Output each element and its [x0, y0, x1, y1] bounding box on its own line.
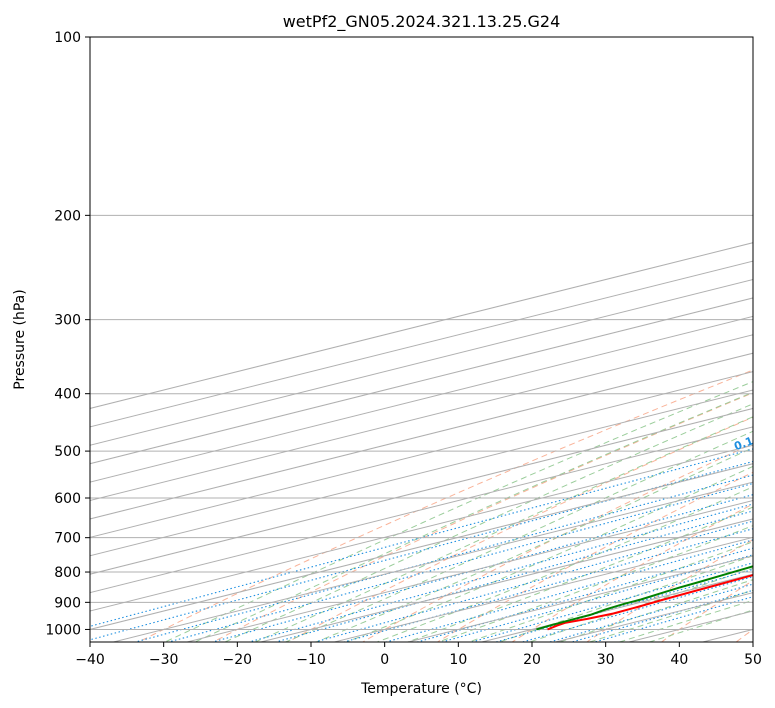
y-tick-label: 400: [54, 387, 81, 403]
moist-adiabat-line: [223, 403, 753, 642]
moist-adiabat-line: [253, 416, 753, 642]
moist-adiabat-line: [193, 391, 753, 642]
plot-frame: [89, 36, 754, 643]
y-tick-label: 900: [54, 595, 81, 611]
mixing-ratio-line: [166, 482, 753, 642]
sounding-series: [536, 565, 753, 631]
dry-adiabat-line: [660, 579, 753, 642]
moist-adiabat-line: [284, 430, 753, 642]
isotherm-line: [332, 536, 753, 642]
y-tick-label: 200: [54, 208, 81, 224]
moist-adiabat-line: [436, 525, 753, 642]
mixing-ratio-lines: [90, 448, 753, 642]
x-tick-label: 50: [744, 652, 762, 668]
isotherm-line: [90, 426, 753, 594]
dry-adiabat-line: [585, 539, 753, 642]
mixing-ratio-line: [469, 562, 753, 642]
y-tick-label: 600: [54, 491, 81, 507]
isotherm-line: [90, 334, 753, 502]
isotherm-line: [553, 592, 753, 642]
x-tick-label: −40: [75, 652, 105, 668]
moist-adiabat-line: [314, 447, 753, 642]
isotherm-line: [258, 518, 753, 642]
isotherm-line: [90, 297, 753, 465]
mixing-ratio-line: [415, 547, 753, 642]
dry-adiabat-line: [436, 471, 753, 642]
isotherm-line: [90, 407, 753, 575]
isotherm-line: [90, 389, 753, 557]
temperature-line: [547, 574, 753, 631]
mixing-ratio-line: [384, 539, 753, 642]
dry-adiabat-line: [286, 416, 753, 642]
dry-adiabat-line: [212, 392, 753, 642]
chart-title: wetPf2_GN05.2024.321.13.25.G24: [283, 12, 561, 32]
isotherm-line: [90, 371, 753, 538]
mixing-ratio-line: [133, 474, 753, 642]
x-axis-ticks: −40 −30 −20 −10 0 10 20 30 40 50: [75, 642, 762, 668]
mixing-ratio-line: [570, 589, 753, 642]
y-tick-label: 500: [54, 444, 81, 460]
dry-adiabat-line: [361, 443, 753, 642]
moist-adiabat-line: [163, 381, 753, 642]
dry-adiabat-line: [735, 628, 753, 642]
y-tick-label: 700: [54, 531, 81, 547]
moist-adiabat-line: [345, 465, 753, 642]
isotherm-line: [90, 242, 753, 409]
x-tick-label: 40: [670, 652, 688, 668]
isotherm-line: [700, 628, 753, 642]
moist-adiabat-line: [406, 506, 753, 642]
isotherm-line: [111, 481, 753, 642]
moist-adiabat-line: [467, 541, 753, 642]
x-tick-label: −30: [149, 652, 179, 668]
moist-adiabat-line: [527, 567, 753, 642]
dry-adiabats: [137, 369, 753, 642]
x-tick-label: 10: [449, 652, 467, 668]
mixing-ratio-line: [494, 568, 753, 642]
x-tick-label: 30: [597, 652, 615, 668]
isotherm-line: [90, 260, 753, 428]
y-axis-label: Pressure (hPa): [12, 289, 28, 389]
isotherm-line: [90, 352, 753, 520]
mixing-ratio-line: [520, 576, 753, 642]
mixing-ratio-label: 0.1: [732, 434, 755, 453]
isotherm-line: [185, 500, 753, 642]
moist-adiabat-line: [557, 579, 753, 642]
y-tick-label: 100: [54, 30, 81, 46]
isotherm-line: [90, 315, 753, 483]
moist-adiabat-line: [497, 555, 753, 642]
mixing-ratio-line: [90, 448, 753, 627]
x-tick-label: −10: [296, 652, 326, 668]
mixing-ratio-line: [210, 494, 753, 642]
pressure-gridlines: [90, 37, 753, 630]
y-axis-ticks: 100 200 300 400 500 600 700 800 900 1000: [45, 30, 90, 638]
isotherm-lines: [90, 242, 753, 642]
mixing-ratio-line: [547, 583, 753, 642]
x-tick-label: −20: [223, 652, 253, 668]
isotherm-line: [90, 463, 753, 630]
y-tick-label: 1000: [45, 622, 81, 638]
mixing-ratio-labels: 0.10.20.40.611.52346810131620253036: [732, 434, 755, 453]
y-tick-label: 300: [54, 313, 81, 329]
moist-adiabat-line: [587, 589, 753, 642]
dry-adiabat-line: [511, 503, 753, 642]
mixing-ratio-line: [273, 510, 753, 642]
x-tick-label: 20: [523, 652, 541, 668]
x-tick-label: 0: [380, 652, 389, 668]
x-axis-label: Temperature (°C): [360, 681, 482, 697]
isotherm-line: [90, 279, 753, 446]
isotherm-line: [90, 444, 753, 612]
moist-adiabats: [163, 381, 753, 642]
dry-adiabat-line: [137, 369, 753, 642]
y-tick-label: 800: [54, 565, 81, 581]
moist-adiabat-line: [647, 609, 753, 642]
moist-adiabat-line: [617, 599, 753, 642]
